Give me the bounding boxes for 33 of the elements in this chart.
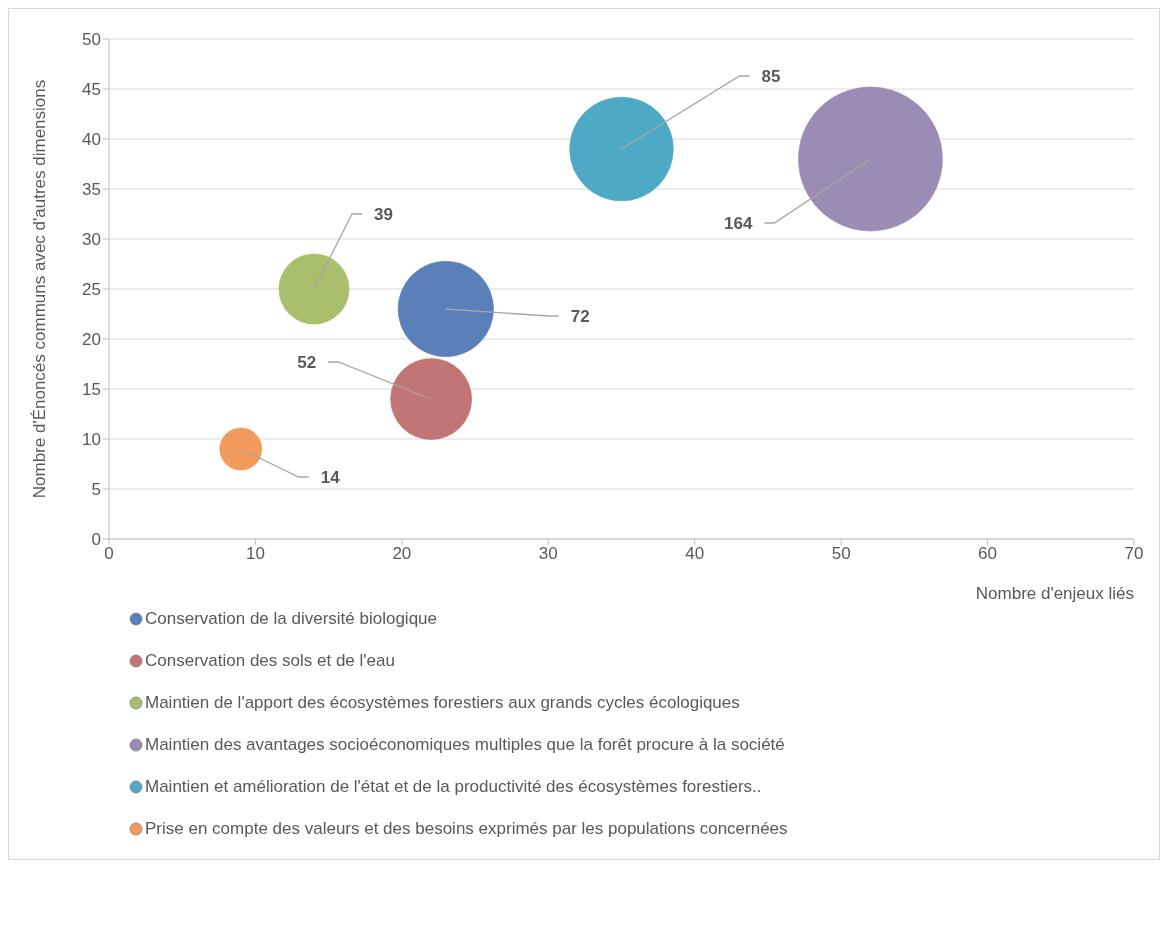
data-label: 72 [570,307,590,326]
x-tick-label: 70 [1124,544,1144,564]
y-tick-label: 20 [82,330,101,350]
y-tick-label: 30 [82,230,101,250]
y-tick-label: 35 [82,180,101,200]
x-tick-label: 0 [104,544,114,564]
y-axis-title: Nombre d'Énoncés communs avec d'autres dimensions [30,79,50,499]
data-label: 164 [724,214,753,233]
data-label: 39 [374,205,393,224]
x-tick-label: 50 [831,544,851,564]
x-tick-label: 30 [538,544,558,564]
data-label: 14 [320,468,341,487]
y-tick-label: 0 [91,530,101,550]
x-tick-label: 20 [392,544,412,564]
legend-label: Maintien de l'apport des écosystèmes forestiers aux grands cycles écologiques [145,693,740,713]
data-label: 85 [761,67,781,86]
x-tick-label: 60 [978,544,998,564]
legend-label: Conservation des sols et de l'eau [145,651,395,671]
y-tick-label: 5 [91,480,101,500]
legend-label: Prise en compte des valeurs et des besoins exprimés par les populations concernées [145,819,788,839]
legend-label: Conservation de la diversité biologique [145,609,438,629]
y-tick-label: 25 [82,280,101,300]
y-tick-label: 40 [82,130,101,150]
data-label: 52 [297,353,317,372]
x-tick-label: 10 [245,544,265,564]
legend-label: Maintien et amélioration de l'état et de la productivité des écosystèmes forestiers.. [145,777,762,797]
x-axis-title: Nombre d'enjeux liés [975,584,1134,603]
y-tick-label: 45 [82,80,101,100]
x-tick-label: 40 [685,544,705,564]
y-tick-label: 15 [82,380,101,400]
y-tick-label: 50 [82,30,101,50]
y-tick-label: 10 [82,430,101,450]
legend-label: Maintien des avantages socioéconomiques multiples que la forêt procure à la société [145,735,785,755]
